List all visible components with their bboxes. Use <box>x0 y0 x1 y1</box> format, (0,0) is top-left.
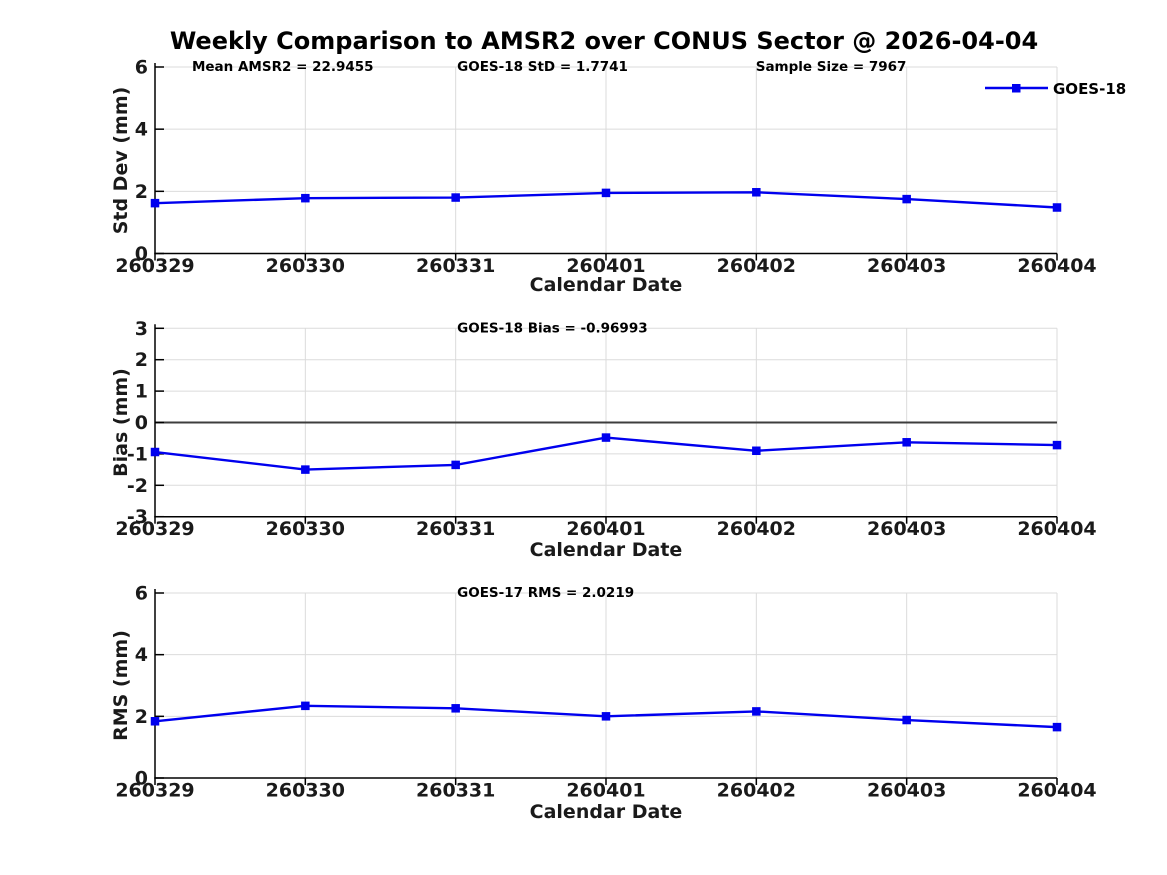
x-tick-label: 260330 <box>266 780 345 802</box>
y-axis-label-stddev: Std Dev (mm) <box>110 87 132 235</box>
series-marker <box>752 188 761 197</box>
series-marker <box>150 717 160 726</box>
series-marker <box>301 465 310 474</box>
series-marker <box>301 701 310 711</box>
y-tick-label: 4 <box>135 119 148 141</box>
x-axis-label-bias: Calendar Date <box>530 539 683 561</box>
series-marker <box>1052 203 1062 212</box>
x-tick-label: 260329 <box>115 518 194 540</box>
x-tick-label: 260403 <box>867 780 946 802</box>
x-tick-label: 260402 <box>717 780 796 802</box>
plot-layers: 260329 260330 260331 260401 260402 260403 2604… <box>115 57 1096 802</box>
x-tick-label: 260402 <box>717 255 796 277</box>
series-marker <box>451 193 460 202</box>
series-marker <box>752 446 761 456</box>
series-marker <box>601 188 611 198</box>
y-tick-label: 3 <box>135 318 148 340</box>
annotation: Sample Size = 7967 <box>756 59 907 75</box>
y-tick-label: 0 <box>135 243 148 265</box>
y-tick-label: 6 <box>135 583 148 605</box>
chart-title: Weekly Comparison to AMSR2 over CONUS Se… <box>170 27 1038 55</box>
series-marker <box>301 193 310 203</box>
series-marker <box>752 707 761 716</box>
y-axis-label-bias: Bias (mm) <box>110 368 132 477</box>
x-tick-label: 260330 <box>266 255 345 277</box>
x-tick-label: 260403 <box>867 255 946 277</box>
series-marker <box>902 438 911 447</box>
y-tick-label: 2 <box>135 706 148 728</box>
series-marker <box>451 460 460 470</box>
x-tick-label: 260331 <box>416 780 495 802</box>
y-tick-label: 1 <box>135 381 148 403</box>
x-tick-label: 260401 <box>566 255 645 277</box>
x-tick-label: 260401 <box>566 780 645 802</box>
series-marker <box>150 447 160 457</box>
x-tick-label: 260404 <box>1017 518 1096 540</box>
y-tick-label: 2 <box>135 181 148 203</box>
y-tick-label: 4 <box>135 644 148 666</box>
x-tick-label: 260330 <box>266 518 345 540</box>
x-tick-label: 260404 <box>1017 255 1096 277</box>
x-tick-label: 260404 <box>1017 780 1096 802</box>
y-tick-label: -2 <box>127 475 148 497</box>
y-tick-label: 0 <box>135 768 148 790</box>
annotation: GOES-18 Bias = -0.96993 <box>457 320 647 336</box>
annotation: GOES-17 RMS = 2.0219 <box>457 585 634 601</box>
series-marker <box>1052 440 1062 450</box>
y-tick-label: -3 <box>127 506 148 528</box>
legend: GOES-18 <box>985 80 1126 98</box>
x-tick-label: 260331 <box>416 518 495 540</box>
legend-label: GOES-18 <box>1053 80 1126 98</box>
x-tick-label: 260403 <box>867 518 946 540</box>
y-axis-label-rms: RMS (mm) <box>110 630 132 741</box>
x-tick-label: 260329 <box>115 780 194 802</box>
y-tick-label: 2 <box>135 349 148 371</box>
annotation: Mean AMSR2 = 22.9455 <box>192 59 374 75</box>
legend-marker-icon <box>1012 84 1021 93</box>
y-tick-label: 0 <box>135 412 148 434</box>
x-tick-label: 260401 <box>566 518 645 540</box>
series-marker <box>902 715 911 725</box>
x-axis-label-stddev: Calendar Date <box>530 274 683 296</box>
x-tick-label: 260402 <box>717 518 796 540</box>
annotation: GOES-18 StD = 1.7741 <box>457 59 628 75</box>
series-marker <box>601 433 611 442</box>
series-marker <box>1052 722 1062 732</box>
series-marker <box>150 198 160 208</box>
x-tick-label: 260331 <box>416 255 495 277</box>
y-tick-label: 6 <box>135 57 148 79</box>
y-tick-label: -1 <box>127 443 148 465</box>
series-marker <box>601 712 611 721</box>
x-axis-label-rms: Calendar Date <box>530 801 683 823</box>
series-marker <box>451 704 460 713</box>
series-marker <box>902 194 911 204</box>
x-tick-label: 260329 <box>115 255 194 277</box>
